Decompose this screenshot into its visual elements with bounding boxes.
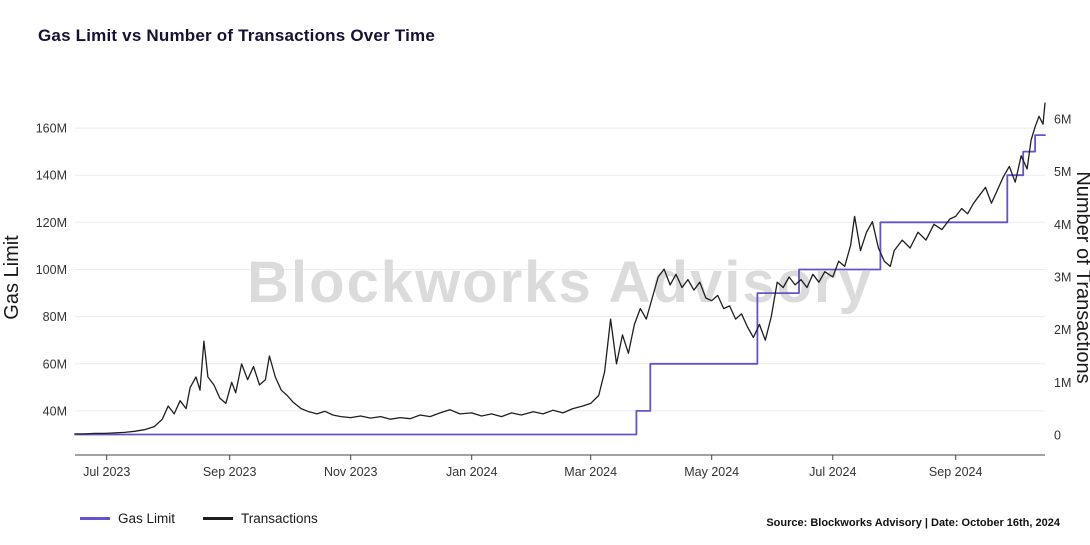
x-tick-label: Sep 2024 [929,465,983,479]
x-tick-label: Jul 2023 [83,465,130,479]
x-tick-label: Nov 2023 [324,465,378,479]
legend-item-gas-limit: Gas Limit [80,511,175,526]
series-line-gas-limit [74,134,1046,436]
left-tick-label: 60M [43,357,67,371]
left-tick-label: 140M [36,169,67,183]
watermark-text: Blockworks Advisory [247,250,873,315]
x-tick-label: Sep 2023 [203,465,257,479]
left-tick-label: 40M [43,404,67,418]
chart-title: Gas Limit vs Number of Transactions Over… [38,26,435,45]
right-tick-label: 3M [1054,271,1071,285]
right-tick-label: 2M [1054,323,1071,337]
legend-label-gas-limit: Gas Limit [118,511,176,526]
right-tick-label: 4M [1054,218,1071,232]
source-note: Source: Blockworks Advisory | Date: Octo… [766,517,1060,529]
x-tick-label: Mar 2024 [564,465,617,479]
left-axis-title: Gas Limit [1,235,23,320]
left-tick-label: 100M [36,263,67,277]
legend-label-transactions: Transactions [241,511,318,526]
right-tick-label: 6M [1054,113,1071,127]
right-axis-title: Number of Transactions [1072,171,1090,383]
x-tick-label: Jan 2024 [446,465,497,479]
chart-legend: Gas Limit Transactions [80,511,318,526]
transactions-line-swatch [203,517,234,520]
right-tick-label: 1M [1054,376,1071,390]
left-tick-label: 160M [36,122,67,136]
left-tick-label: 80M [43,310,67,324]
legend-item-transactions: Transactions [203,511,318,526]
right-tick-label: 5M [1054,165,1071,179]
right-tick-label: 0 [1054,429,1061,443]
series-line-transactions [74,102,1046,435]
x-tick-label: Jul 2024 [809,465,856,479]
x-tick-label: May 2024 [684,465,739,479]
left-tick-label: 120M [36,216,67,230]
gas-limit-line-swatch [80,517,110,520]
